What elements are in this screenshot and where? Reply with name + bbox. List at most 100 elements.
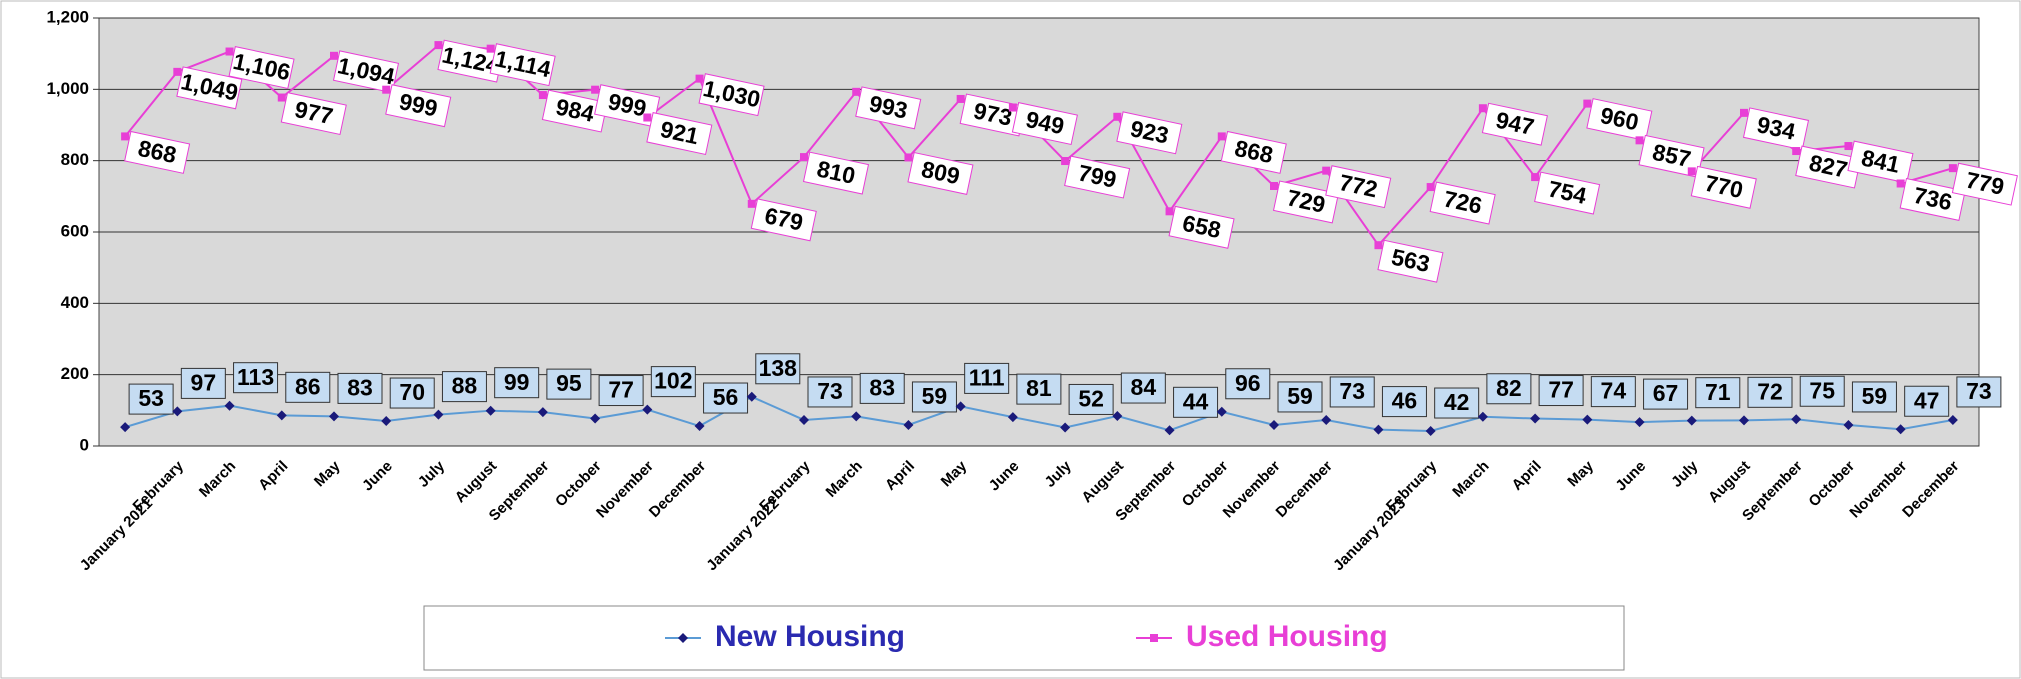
marker [382, 85, 391, 94]
label-box [703, 382, 749, 414]
label-box [1690, 165, 1757, 209]
marker [1740, 108, 1748, 117]
label-box [1277, 381, 1323, 413]
data-label: 81 [1016, 373, 1062, 405]
label-box [1747, 376, 1793, 408]
data-label: 95 [546, 368, 592, 400]
data-label-text: 97 [191, 369, 217, 395]
label-box [1173, 386, 1219, 418]
marker [277, 93, 286, 102]
data-label: 736 [1899, 177, 1966, 221]
marker [1583, 99, 1592, 108]
data-label: 67 [1643, 378, 1689, 410]
marker [642, 404, 653, 415]
label-box [1272, 180, 1340, 224]
data-label-text: 83 [347, 374, 373, 400]
label-box [494, 367, 540, 399]
data-label: 841 [1847, 140, 1914, 184]
data-label: 827 [1795, 145, 1862, 189]
data-label: 960 [1586, 98, 1653, 142]
label-box [489, 43, 556, 87]
marker [1531, 173, 1540, 182]
data-label: 96 [1225, 368, 1271, 400]
marker [1426, 183, 1435, 192]
marker [852, 87, 861, 96]
label-box [598, 375, 644, 407]
data-label: 809 [907, 151, 974, 195]
data-label: 113 [233, 362, 279, 394]
data-label: 138 [755, 353, 801, 385]
y-tick-label: 400 [61, 293, 89, 312]
label-box [646, 112, 713, 156]
label-box [1064, 155, 1131, 199]
marker [1686, 415, 1697, 426]
label-box [541, 89, 608, 133]
data-label: 59 [911, 381, 957, 413]
marker [1374, 241, 1383, 250]
label-box [332, 50, 400, 94]
marker [800, 153, 808, 162]
label-box [807, 376, 853, 408]
label-box [750, 198, 817, 242]
label-box [228, 46, 295, 90]
data-label-text: 73 [817, 378, 843, 404]
label-box [176, 66, 243, 110]
label-box [128, 383, 174, 415]
data-label-text: 47 [1914, 387, 1940, 413]
marker [1477, 411, 1488, 422]
label-box [1434, 387, 1480, 419]
data-label: 59 [1277, 381, 1323, 413]
data-label: 658 [1168, 205, 1235, 249]
label-box [1120, 372, 1166, 404]
legend-box [423, 605, 1625, 671]
marker [1791, 414, 1802, 425]
label-box [1481, 102, 1548, 146]
marker [225, 47, 234, 56]
label-box [441, 371, 487, 403]
marker [121, 132, 130, 141]
label-box [1847, 140, 1914, 184]
label-box [855, 86, 922, 130]
marker [1947, 414, 1958, 425]
marker [1008, 103, 1017, 112]
series-line [124, 395, 1954, 433]
label-box [1586, 98, 1653, 142]
data-label: 799 [1064, 155, 1131, 199]
data-label-text: 59 [1287, 383, 1313, 409]
label-box [1956, 376, 2002, 408]
data-label-text: 88 [452, 373, 478, 399]
data-label: 88 [441, 371, 487, 403]
marker [1739, 415, 1749, 426]
label-box [389, 377, 435, 409]
data-label: 72 [1747, 376, 1793, 408]
data-label: 73 [1956, 376, 2002, 408]
label-box [859, 372, 905, 404]
y-tick-label: 1,000 [46, 79, 89, 98]
data-label: 86 [285, 371, 331, 403]
data-label: 810 [802, 151, 870, 195]
marker [1425, 426, 1436, 437]
marker [1896, 179, 1905, 188]
label-box [124, 130, 191, 174]
label-box [1486, 373, 1532, 405]
label-box [1377, 239, 1444, 283]
data-label-text: 138 [759, 355, 798, 381]
legend-marker [678, 633, 688, 643]
marker [381, 416, 392, 427]
data-label: 977 [280, 92, 347, 136]
data-label-text: 73 [1339, 378, 1365, 404]
marker [1113, 112, 1122, 121]
label-box [1538, 375, 1584, 407]
data-label-text: 52 [1078, 386, 1104, 412]
data-label: 947 [1481, 102, 1548, 146]
data-label: 111 [964, 362, 1010, 394]
label-box [1951, 162, 2018, 206]
marker [329, 411, 339, 422]
marker [1164, 425, 1175, 436]
label-box [546, 368, 592, 400]
marker [1635, 136, 1644, 145]
data-label: 934 [1742, 107, 1810, 151]
data-label-text: 59 [1862, 383, 1888, 409]
marker [330, 51, 338, 60]
